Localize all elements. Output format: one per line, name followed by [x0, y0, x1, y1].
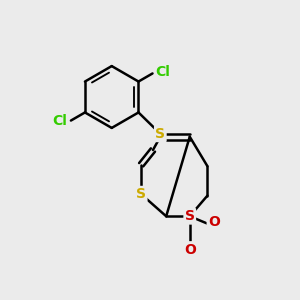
Text: Cl: Cl — [155, 65, 170, 79]
Text: S: S — [155, 127, 165, 141]
Text: O: O — [208, 215, 220, 229]
Text: O: O — [184, 242, 196, 256]
Text: S: S — [136, 187, 146, 201]
Text: S: S — [185, 209, 195, 223]
Text: Cl: Cl — [52, 114, 67, 128]
